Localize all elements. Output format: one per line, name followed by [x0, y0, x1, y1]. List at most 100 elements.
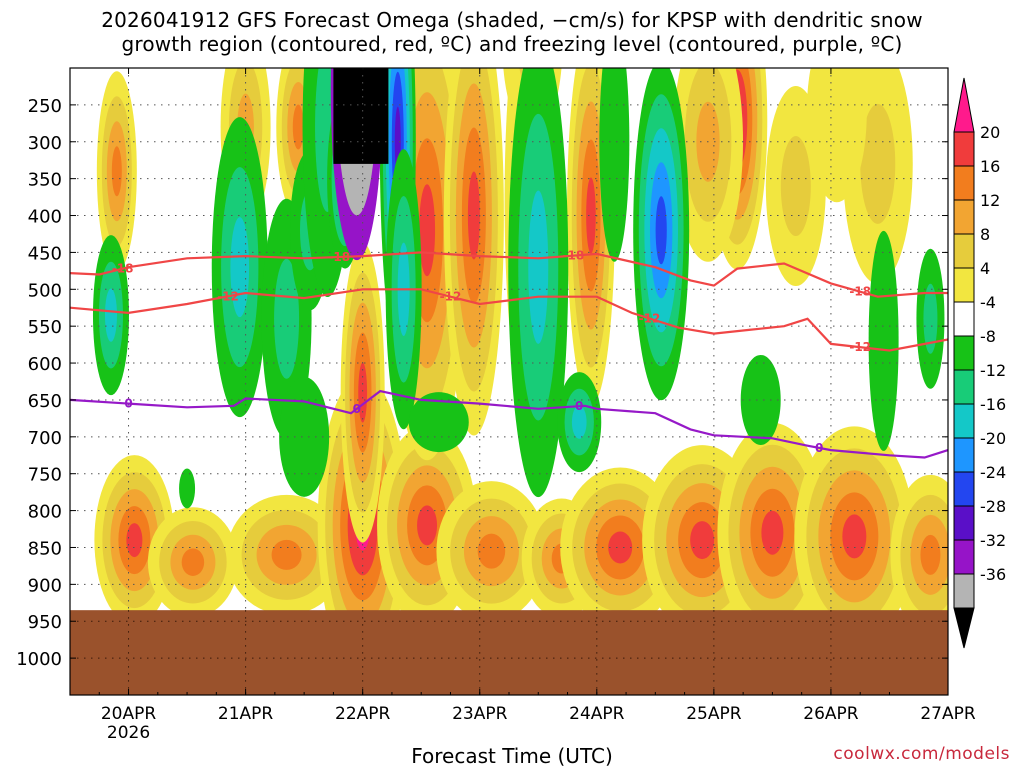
x-tick-label: 22APR: [335, 704, 391, 724]
colorbar-tick-label: -16: [980, 395, 1006, 414]
y-tick-label: 350: [28, 170, 62, 191]
omega-lowlevel-2: [147, 507, 238, 618]
omega-sink-11: [599, 68, 630, 262]
omega-sink-1: [92, 235, 129, 396]
colorbar-segment: [953, 199, 975, 235]
y-tick-label: 600: [28, 354, 62, 375]
credit-text: coolwx.com/models: [833, 744, 1010, 764]
y-tick-label: 500: [28, 280, 62, 301]
colorbar-tick-label: 12: [980, 191, 1000, 210]
x-axis: 20APR 21APR 22APR 23APR 24APR 25APR 26APR 27APR…: [69, 68, 976, 743]
colorbar-tick-label: -24: [980, 463, 1006, 482]
omega-upper-6: [673, 68, 744, 262]
colorbar-segment: [953, 539, 975, 575]
omega-sink-15: [916, 248, 945, 389]
colorbar-segment: [953, 301, 975, 337]
omega-upper-9: [96, 71, 137, 272]
y-tick-label: 300: [28, 133, 62, 154]
omega-shading: [92, 68, 948, 676]
omega-sink-16: [179, 468, 196, 509]
colorbar-tick-label: -28: [980, 497, 1006, 516]
contour-label: -12: [849, 340, 871, 354]
y-tick-label: 250: [28, 96, 62, 117]
chart-title-line2: growth region (contoured, red, ºC) and f…: [121, 32, 903, 56]
x-tick-label: 26APR: [803, 704, 859, 724]
contour-label: -18: [328, 250, 350, 264]
omega-lowlevel-12: [890, 474, 948, 635]
contour-label: 0: [815, 441, 823, 455]
ground-grid-lines: [70, 610, 948, 695]
colorbar-segment: [953, 369, 975, 405]
y-tick-label: 850: [28, 538, 62, 559]
y-axis: 250 300 350 400 450 500 550 600 650 700 750 800 850 9…: [16, 96, 948, 670]
omega-sink-14: [868, 230, 899, 451]
x-tick-label: 20APR: [101, 704, 157, 724]
omega-lowlevel-3: [226, 494, 347, 615]
colorbar-segment: [953, 165, 975, 201]
contour-lines: -18 -18 -18 -18 -12 -12 -12 -12 0 0 0 0: [70, 249, 948, 459]
x-tick-label: 27APR: [920, 704, 976, 724]
y-tick-label: 900: [28, 575, 62, 596]
contour-label: 0: [575, 399, 583, 413]
y-tick-label: 550: [28, 317, 62, 338]
omega-upper-12: [806, 68, 867, 203]
omega-strong-sink: [330, 68, 389, 261]
colorbar-tick-label: -8: [980, 327, 996, 346]
omega-sink-2: [211, 117, 268, 418]
colorbar-tick-label: 20: [980, 123, 1000, 142]
omega-lowlevel-1: [94, 455, 175, 626]
y-tick-label: 750: [28, 465, 62, 486]
omega-sink-9: [508, 68, 569, 498]
omega-column-22apr: [340, 242, 385, 543]
colorbar-tick-label: 4: [980, 259, 990, 278]
colorbar-segment: [953, 403, 975, 439]
x-tick-label: 21APR: [218, 704, 274, 724]
contour-0: [70, 389, 948, 459]
colorbar-tick-label: -12: [980, 361, 1006, 380]
y-tick-label: 650: [28, 391, 62, 412]
omega-sink-18: [740, 354, 781, 445]
x-tick-label: 24APR: [569, 704, 625, 724]
y-tick-label: 700: [28, 428, 62, 449]
contour-label: 0: [124, 397, 132, 411]
contour-label: -12: [440, 290, 462, 304]
colorbar-segment: [953, 233, 975, 269]
colorbar: 20 16 12 8 4 -4 -8 -12 -16 -20 -24 -28 -32 -36: [953, 77, 1006, 649]
chart-title-line1: 2026041912 GFS Forecast Omega (shaded, −…: [101, 8, 923, 32]
x-tick-label: 25APR: [686, 704, 742, 724]
contour--12: [70, 288, 948, 352]
colorbar-segment: [953, 335, 975, 371]
x-year-label: 2026: [107, 723, 150, 743]
x-axis-label: Forecast Time (UTC): [411, 744, 613, 768]
omega-sink-10: [633, 68, 690, 401]
colorbar-tick-label: -4: [980, 293, 996, 312]
colorbar-tick-label: -32: [980, 531, 1006, 550]
contour-label: -18: [849, 285, 871, 299]
colorbar-tick-label: 16: [980, 157, 1000, 176]
contour-label: 0: [353, 402, 361, 416]
omega-sink-13: [408, 392, 469, 453]
colorbar-segment: [953, 505, 975, 541]
ground-surface: [70, 610, 948, 695]
omega-sink-12: [557, 372, 602, 473]
y-tick-label: 950: [28, 612, 62, 633]
omega-lowlevel-11: [794, 426, 915, 647]
colorbar-segment: [953, 267, 975, 303]
contour-label: -18: [563, 249, 585, 263]
y-tick-label: 400: [28, 207, 62, 228]
omega-lowlevel-10: [717, 422, 828, 643]
contour-label: -18: [112, 262, 134, 276]
y-tick-label: 800: [28, 502, 62, 523]
contour--18: [70, 251, 948, 298]
contour-label: -12: [639, 311, 661, 325]
colorbar-tick-label: -20: [980, 429, 1006, 448]
x-tick-label: 23APR: [452, 704, 508, 724]
colorbar-segment: [953, 471, 975, 507]
omega-lowlevel-6: [436, 481, 547, 622]
contour-label: -12: [217, 289, 239, 303]
omega-upper-2: [443, 68, 504, 436]
y-tick-label: 450: [28, 243, 62, 264]
colorbar-segment: [953, 77, 975, 133]
omega-sink-17: [279, 376, 330, 497]
